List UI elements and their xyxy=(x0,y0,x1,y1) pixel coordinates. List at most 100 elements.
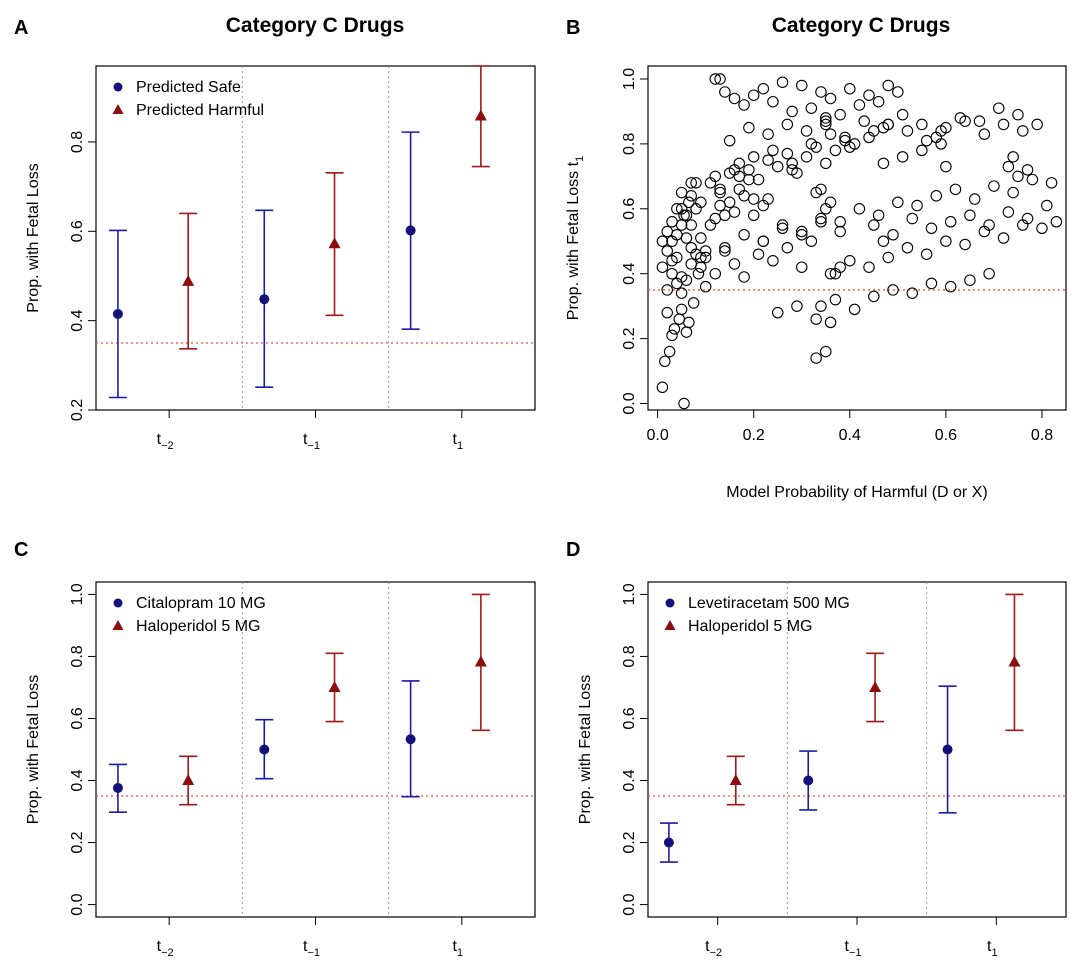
scatter-point xyxy=(685,177,697,189)
y-tick-label: 0.0 xyxy=(621,893,638,915)
scatter-point xyxy=(661,306,673,319)
scatter-point xyxy=(666,267,678,280)
scatter-point xyxy=(824,196,837,209)
scatter-point xyxy=(747,209,760,222)
scatter-point xyxy=(690,177,702,189)
panel-label-a: A xyxy=(14,17,28,39)
scatter-point xyxy=(810,352,822,364)
scatter-point xyxy=(762,154,774,166)
scatter-point xyxy=(930,131,943,144)
scatter-point xyxy=(714,73,726,85)
scatter-point xyxy=(666,235,678,247)
scatter-point xyxy=(992,102,1005,114)
legend-label: Predicted Harmful xyxy=(136,102,264,119)
x-tick-label: 0.4 xyxy=(839,427,861,444)
tick-label-base: t xyxy=(303,431,308,448)
scatter-point xyxy=(887,284,899,296)
scatter-point xyxy=(762,128,774,140)
legend-entry: Citalopram 10 MG xyxy=(113,595,266,612)
legend-label: Haloperidol 5 MG xyxy=(688,618,813,635)
scatter-point xyxy=(820,118,832,131)
series-safe xyxy=(659,685,957,863)
scatter-point xyxy=(853,203,866,215)
scatter-point xyxy=(800,151,813,163)
scatter-point xyxy=(685,258,697,270)
scatter-point xyxy=(872,209,885,222)
scatter-point xyxy=(752,173,765,186)
scatter-point xyxy=(1041,199,1053,212)
y-tick-label: 0.6 xyxy=(69,707,86,729)
scatter-point xyxy=(868,125,880,137)
scatter-point xyxy=(882,118,894,131)
scatter-point xyxy=(675,186,688,199)
scatter-point xyxy=(699,280,712,293)
y-tick-label: 0.4 xyxy=(69,309,86,331)
scatter-point xyxy=(815,300,827,312)
scatter-point xyxy=(901,241,914,254)
scatter-point xyxy=(1017,219,1029,231)
x-axis-label: Model Probability of Harmful (D or X) xyxy=(726,484,987,501)
scatter-point xyxy=(786,164,798,176)
error-bar xyxy=(659,822,678,863)
tick-label-subscript: −2 xyxy=(710,947,723,959)
scatter-point xyxy=(925,277,938,290)
legend-label: Haloperidol 5 MG xyxy=(136,618,261,635)
scatter-point xyxy=(675,203,688,215)
svg-text:t−2: t−2 xyxy=(705,938,722,959)
scatter-point xyxy=(892,86,904,98)
legend-label: Citalopram 10 MG xyxy=(136,595,266,612)
scatter-point xyxy=(678,397,690,410)
scatter-point xyxy=(978,225,991,238)
point-marker xyxy=(405,225,416,236)
scatter-point xyxy=(978,128,991,140)
scatter-point xyxy=(844,82,856,95)
y-tick-label: 0.8 xyxy=(621,645,638,667)
y-tick-label: 1.0 xyxy=(69,583,86,605)
scatter-point xyxy=(728,92,741,105)
scatter-point xyxy=(944,280,957,293)
svg-text:t−1: t−1 xyxy=(303,431,320,452)
scatter-point xyxy=(944,216,957,228)
scatter-point xyxy=(786,105,798,118)
x-tick-label: t−2 xyxy=(157,431,174,452)
y-tick-label: 1.0 xyxy=(621,68,638,90)
panel-label-c: C xyxy=(14,539,28,561)
y-tick-label: 1.0 xyxy=(621,583,638,605)
scatter-point xyxy=(683,316,695,329)
panel-c: 0.0 0.2 0.4 0.6 0.8 1.0 Prop. with Fetal Loss t… xyxy=(25,581,536,959)
scatter-points xyxy=(656,73,1063,410)
scatter-point xyxy=(666,254,678,267)
scatter-point xyxy=(872,95,885,108)
legend-marker xyxy=(664,620,676,630)
scatter-point xyxy=(747,151,760,163)
tick-label-subscript: −1 xyxy=(307,947,320,959)
scatter-point xyxy=(675,219,688,231)
scatter-point xyxy=(824,128,837,140)
scatter-point xyxy=(815,212,827,225)
scatter-point xyxy=(824,92,837,105)
y-axis-label: Prop. with Fetal Loss t1 xyxy=(565,156,586,320)
scatter-point xyxy=(747,89,760,101)
scatter-point xyxy=(687,297,700,309)
scatter-point xyxy=(683,196,695,209)
x-tick-label: 0.2 xyxy=(743,427,765,444)
scatter-point xyxy=(757,235,770,247)
scatter-point xyxy=(839,131,851,144)
panel-a: Category C Drugs 0.2 0.4 0.6 0.8 Prop. with F… xyxy=(25,14,536,452)
scatter-point xyxy=(973,115,986,127)
error-bar xyxy=(726,755,745,806)
scatter-point xyxy=(896,108,909,121)
scatter-point xyxy=(848,303,861,316)
scatter-point xyxy=(997,118,1010,131)
legend-label: Levetiracetam 500 MG xyxy=(688,595,850,612)
x-tick-label: 0.0 xyxy=(646,427,668,444)
scatter-point xyxy=(844,141,856,153)
scatter-point xyxy=(834,261,846,273)
series-safe xyxy=(108,680,420,813)
panel-d: 0.0 0.2 0.4 0.6 0.8 1.0 Prop. with Fetal Loss t… xyxy=(577,581,1067,959)
scatter-point xyxy=(781,147,794,160)
point-marker xyxy=(112,782,123,793)
y-tick-label: 0.4 xyxy=(621,769,638,791)
y-axis: 0.0 0.2 0.4 0.6 0.8 1.0 xyxy=(621,583,648,916)
